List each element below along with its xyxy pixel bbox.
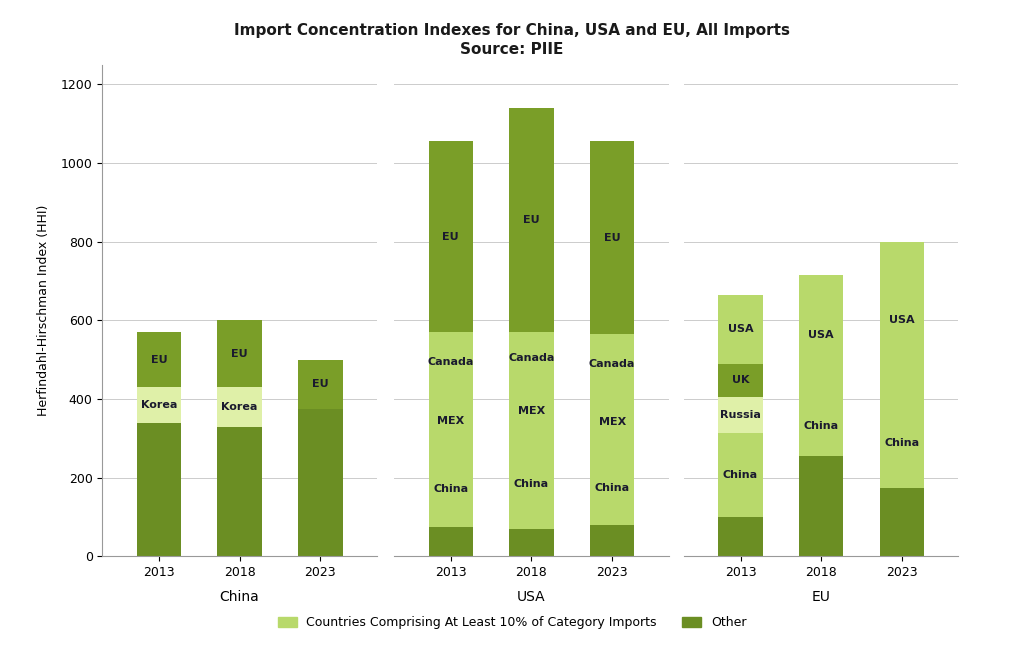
Text: China: China [885, 438, 920, 448]
Text: MEX: MEX [518, 406, 545, 416]
Text: China: China [723, 470, 758, 480]
Bar [719, 432, 763, 517]
Bar [880, 399, 924, 488]
Legend: Countries Comprising At Least 10% of Category Imports, Other: Countries Comprising At Least 10% of Cat… [272, 611, 752, 634]
Bar [719, 517, 763, 556]
Bar [509, 439, 554, 529]
Bar [428, 391, 473, 450]
X-axis label: USA: USA [517, 590, 546, 604]
Bar [799, 395, 844, 456]
Bar [590, 142, 634, 334]
Text: China: China [433, 483, 468, 494]
Bar [880, 488, 924, 556]
Bar [217, 320, 262, 388]
Text: USA: USA [889, 315, 914, 325]
Bar [590, 393, 634, 450]
Y-axis label: Herfindahl-Hirschman Index (HHI): Herfindahl-Hirschman Index (HHI) [37, 205, 50, 416]
Bar [509, 332, 554, 383]
Bar [428, 332, 473, 391]
Text: EU: EU [523, 215, 540, 225]
Text: Korea: Korea [221, 402, 258, 412]
Text: China: China [514, 479, 549, 488]
X-axis label: China: China [220, 590, 259, 604]
Bar [590, 525, 634, 556]
Bar [137, 388, 181, 422]
Text: EU: EU [312, 379, 329, 389]
Bar [719, 295, 763, 364]
Text: Russia: Russia [720, 410, 761, 420]
Bar [428, 527, 473, 556]
Bar [880, 242, 924, 399]
Text: USA: USA [808, 330, 835, 340]
Text: Source: PIIE: Source: PIIE [461, 42, 563, 57]
Text: Canada: Canada [428, 356, 474, 367]
Text: MEX: MEX [437, 416, 464, 426]
Text: Import Concentration Indexes for China, USA and EU, All Imports: Import Concentration Indexes for China, … [234, 23, 790, 38]
Text: UK: UK [732, 375, 750, 386]
Bar [217, 388, 262, 426]
Bar [298, 360, 342, 409]
X-axis label: EU: EU [812, 590, 830, 604]
Text: USA: USA [728, 324, 754, 334]
Bar [509, 529, 554, 556]
Text: China: China [595, 483, 630, 492]
Text: Korea: Korea [140, 400, 177, 410]
Bar [719, 364, 763, 397]
Bar [509, 383, 554, 439]
Bar [217, 426, 262, 556]
Text: China: China [804, 421, 839, 431]
Bar [590, 334, 634, 393]
Text: Canada: Canada [508, 353, 555, 363]
Bar [719, 397, 763, 432]
Bar [137, 422, 181, 556]
Text: EU: EU [604, 233, 621, 243]
Bar [428, 450, 473, 527]
Text: EU: EU [151, 355, 167, 365]
Text: Canada: Canada [589, 358, 635, 369]
Text: EU: EU [231, 349, 248, 359]
Bar [428, 142, 473, 332]
Text: EU: EU [442, 232, 459, 242]
Bar [509, 108, 554, 332]
Bar [799, 456, 844, 556]
Text: MEX: MEX [599, 417, 626, 426]
Bar [590, 450, 634, 525]
Bar [298, 409, 342, 556]
Bar [799, 275, 844, 395]
Bar [137, 332, 181, 388]
